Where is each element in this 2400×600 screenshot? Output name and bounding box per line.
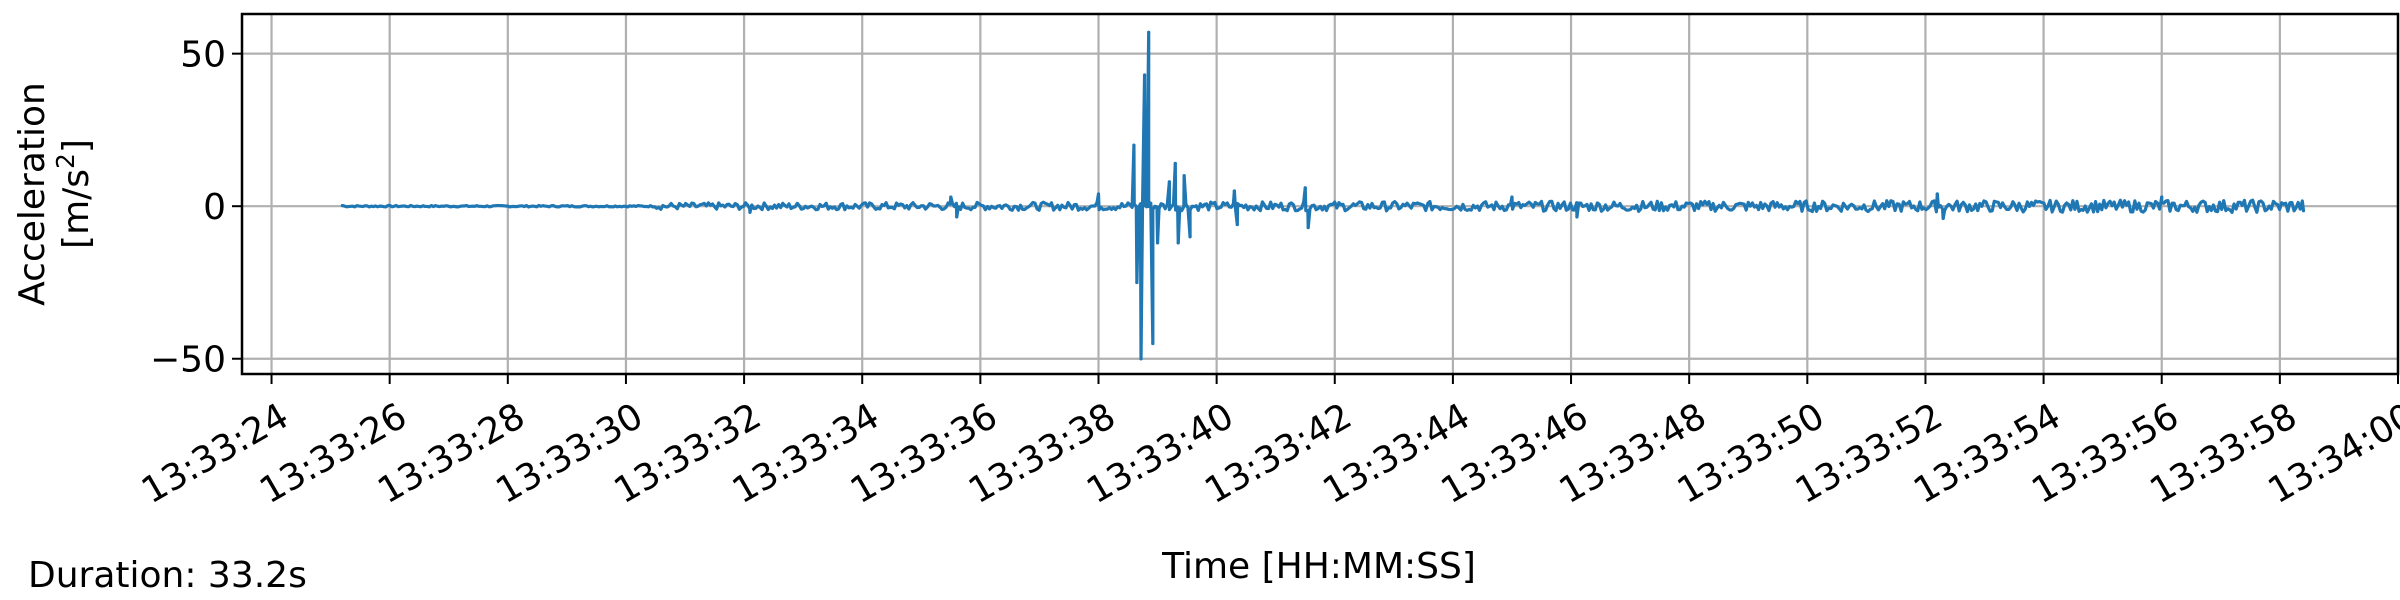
data-point <box>1941 216 1945 221</box>
data-point <box>1935 192 1939 196</box>
data-point <box>1188 235 1192 239</box>
data-point <box>1575 215 1579 219</box>
data-point <box>1173 161 1177 166</box>
grid <box>242 14 2400 374</box>
duration-text: Duration: 33.2s <box>28 555 307 596</box>
y-axis-label-line1: Acceleration <box>12 82 53 306</box>
data-point <box>565 204 569 208</box>
y-axis-label: Acceleration [m/s2] <box>12 82 97 306</box>
data-point <box>1147 30 1151 34</box>
data-point <box>1232 189 1236 193</box>
data-point <box>1155 241 1160 245</box>
data-point <box>1167 180 1171 184</box>
data-point <box>1235 222 1239 227</box>
y-tick-label: 50 <box>180 35 226 76</box>
data-point <box>1306 225 1310 230</box>
x-axis-label: Time [HH:MM:SS] <box>1161 546 1476 587</box>
series-layer <box>340 30 2306 361</box>
data-point <box>1182 174 1186 178</box>
data-point <box>955 215 959 219</box>
data-point <box>1096 192 1101 196</box>
data-point <box>1303 186 1307 190</box>
data-point <box>748 210 752 214</box>
x-axis-ticks: 13:33:2413:33:2613:33:2813:33:3013:33:32… <box>135 374 2400 512</box>
data-point <box>1142 73 1147 77</box>
plot-frame <box>240 12 2400 376</box>
data-point <box>683 203 687 207</box>
data-point <box>2160 195 2164 199</box>
data-point <box>1132 143 1136 147</box>
y-tick-label: 0 <box>203 187 226 228</box>
y-axis-ticks: 50 0 −50 <box>150 35 242 381</box>
data-point <box>1151 341 1155 346</box>
y-tick-label: −50 <box>150 340 226 381</box>
data-point <box>1176 241 1180 245</box>
data-point <box>1139 357 1143 361</box>
data-point <box>949 195 953 199</box>
data-point <box>1135 280 1139 285</box>
acceleration-series-line <box>340 30 2306 361</box>
data-point <box>340 203 345 208</box>
y-axis-label-unit: [m/s2] <box>51 139 97 249</box>
data-point <box>2301 209 2306 213</box>
data-point <box>1510 195 1514 199</box>
